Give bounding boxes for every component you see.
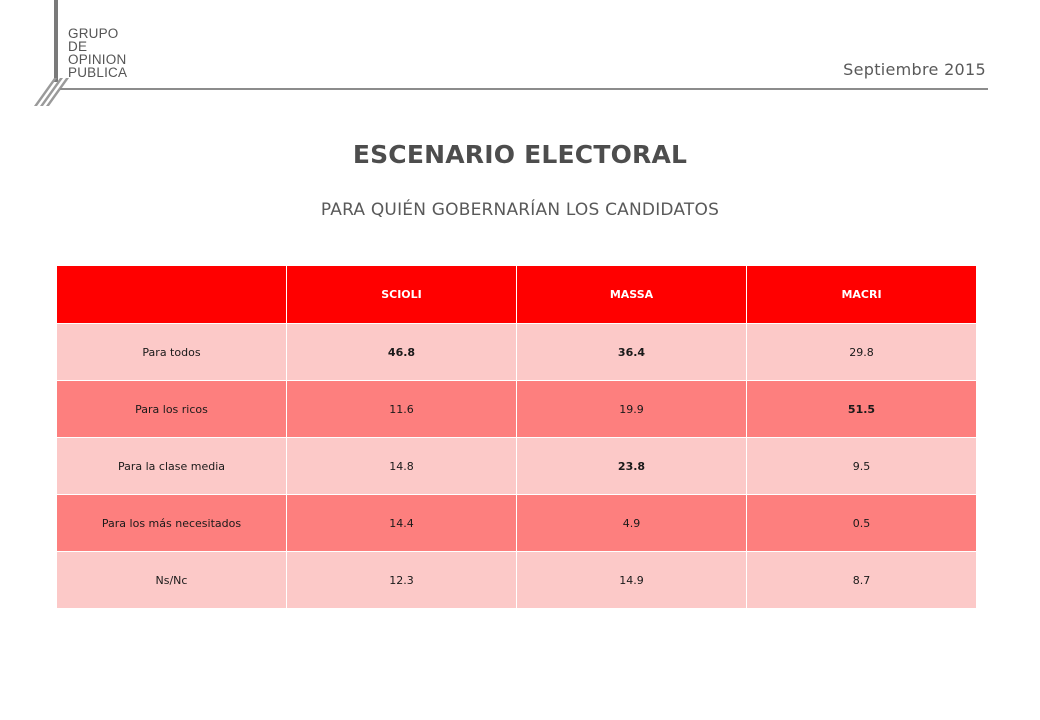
row-label: Para la clase media bbox=[56, 437, 287, 495]
cell-value: 29.8 bbox=[746, 323, 977, 381]
table-row: Ns/Nc 12.3 14.9 8.7 bbox=[56, 551, 977, 609]
logo-line: PUBLICA bbox=[68, 65, 128, 80]
results-table: SCIOLI MASSA MACRI Para todos 46.8 36.4 … bbox=[56, 265, 977, 609]
column-header-scioli: SCIOLI bbox=[286, 265, 517, 324]
cell-value: 14.4 bbox=[286, 494, 517, 552]
cell-value: 8.7 bbox=[746, 551, 977, 609]
cell-value: 9.5 bbox=[746, 437, 977, 495]
row-label: Para los ricos bbox=[56, 380, 287, 438]
row-label: Para todos bbox=[56, 323, 287, 381]
cell-value: 14.8 bbox=[286, 437, 517, 495]
column-header-macri: MACRI bbox=[746, 265, 977, 324]
logo-text: GRUPO DE OPINION PUBLICA bbox=[68, 26, 128, 80]
report-date: Septiembre 2015 bbox=[843, 60, 986, 79]
logo: GRUPO DE OPINION PUBLICA bbox=[30, 0, 140, 110]
table-row: Para los más necesitados 14.4 4.9 0.5 bbox=[56, 494, 977, 552]
table-row: Para todos 46.8 36.4 29.8 bbox=[56, 323, 977, 381]
row-label: Para los más necesitados bbox=[56, 494, 287, 552]
page-subtitle: PARA QUIÉN GOBERNARÍAN LOS CANDIDATOS bbox=[320, 200, 720, 220]
cell-value: 36.4 bbox=[516, 323, 747, 381]
cell-value: 19.9 bbox=[516, 380, 747, 438]
cell-value: 14.9 bbox=[516, 551, 747, 609]
cell-value: 11.6 bbox=[286, 380, 517, 438]
column-header-empty bbox=[56, 265, 287, 324]
cell-value: 4.9 bbox=[516, 494, 747, 552]
logo-line: GRUPO bbox=[68, 26, 119, 41]
table-row: Para los ricos 11.6 19.9 51.5 bbox=[56, 380, 977, 438]
table-row: Para la clase media 14.8 23.8 9.5 bbox=[56, 437, 977, 495]
cell-value: 23.8 bbox=[516, 437, 747, 495]
table-header-row: SCIOLI MASSA MACRI bbox=[56, 265, 977, 324]
cell-value: 46.8 bbox=[286, 323, 517, 381]
page-title: ESCENARIO ELECTORAL bbox=[352, 140, 688, 169]
cell-value: 12.3 bbox=[286, 551, 517, 609]
header-divider bbox=[60, 88, 988, 90]
logo-line: DE bbox=[68, 39, 88, 54]
logo-line: OPINION bbox=[68, 52, 127, 67]
row-label: Ns/Nc bbox=[56, 551, 287, 609]
cell-value: 51.5 bbox=[746, 380, 977, 438]
logo-mark-icon bbox=[34, 0, 69, 106]
column-header-massa: MASSA bbox=[516, 265, 747, 324]
cell-value: 0.5 bbox=[746, 494, 977, 552]
